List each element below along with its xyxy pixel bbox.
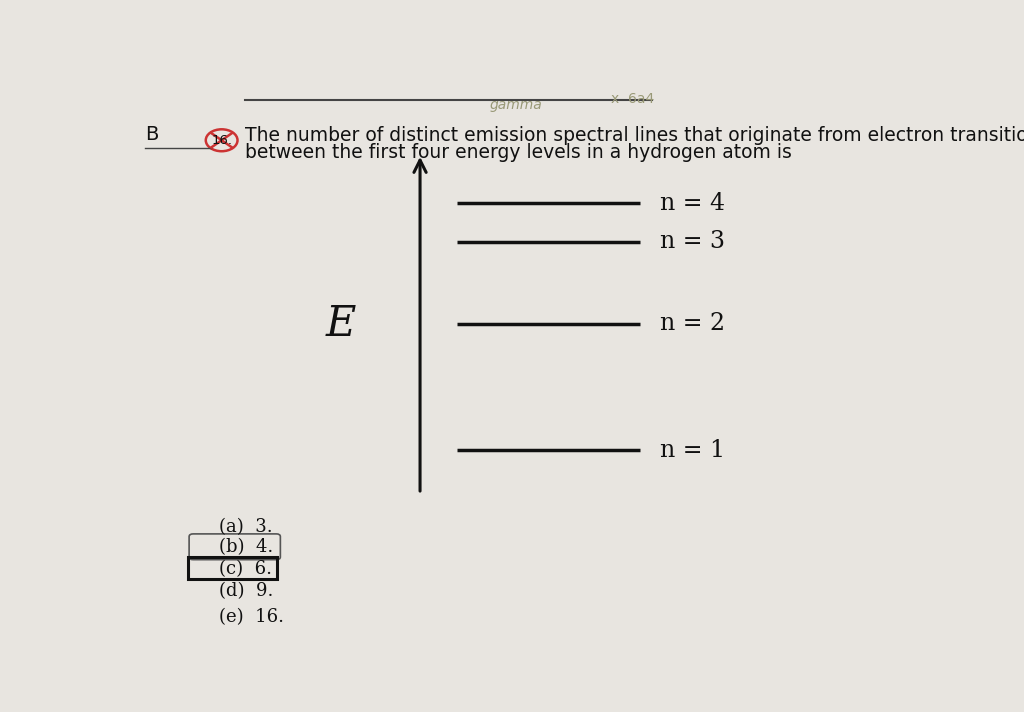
Text: n = 1: n = 1 [659, 439, 725, 461]
Text: (d)  9.: (d) 9. [219, 582, 273, 600]
Text: E: E [326, 303, 356, 345]
Text: 16.: 16. [211, 134, 232, 147]
Text: n = 3: n = 3 [659, 230, 725, 253]
Text: (a)  3.: (a) 3. [219, 518, 272, 535]
Text: n = 4: n = 4 [659, 192, 725, 215]
Text: between the first four energy levels in a hydrogen atom is: between the first four energy levels in … [246, 143, 793, 162]
Text: (c)  6.: (c) 6. [219, 560, 272, 578]
Text: x  6a4: x 6a4 [610, 92, 653, 106]
Bar [188, 557, 278, 579]
Text: B: B [145, 125, 159, 145]
Text: (e)  16.: (e) 16. [219, 608, 285, 627]
Text: The number of distinct emission spectral lines that originate from electron tran: The number of distinct emission spectral… [246, 126, 1024, 145]
Text: n = 2: n = 2 [659, 313, 725, 335]
Text: (b)  4.: (b) 4. [219, 538, 273, 556]
Text: gamma: gamma [489, 98, 542, 112]
